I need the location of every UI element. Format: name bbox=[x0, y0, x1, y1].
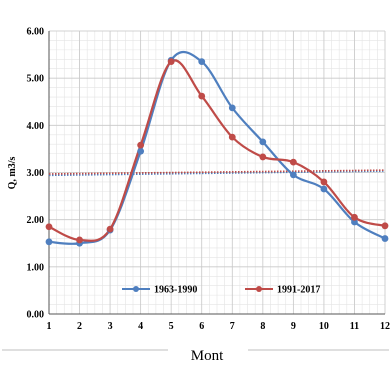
y-tick-labels: 0.00 1.00 2.00 3.00 4.00 5.00 6.00 bbox=[27, 27, 45, 321]
data-point-1963-1990-10 bbox=[320, 185, 328, 193]
x-tick-label: 7 bbox=[230, 321, 235, 332]
legend: 1963-1990 1991-2017 bbox=[122, 285, 320, 296]
legend-marker-1963-1990 bbox=[133, 286, 139, 292]
y-tick-label: 5.00 bbox=[27, 74, 45, 85]
data-point-1963-1990-1 bbox=[45, 238, 53, 246]
data-point-1963-1990-11 bbox=[351, 218, 358, 226]
trend-line-1991-2017 bbox=[48, 169, 386, 175]
data-point-1963-1990-4 bbox=[137, 147, 145, 155]
data-point-1963-1990-7 bbox=[228, 104, 236, 112]
data-point-1991-2017-6 bbox=[198, 92, 206, 100]
x-tick-label: 10 bbox=[319, 321, 329, 332]
data-point-1991-2017-5 bbox=[167, 58, 175, 66]
data-point-1991-2017-8 bbox=[259, 153, 267, 161]
y-tick-label: 6.00 bbox=[27, 27, 45, 38]
y-tick-label: 3.00 bbox=[27, 168, 45, 179]
legend-label-1991-2017: 1991-2017 bbox=[277, 285, 320, 296]
data-point-1963-1990-8 bbox=[259, 138, 267, 146]
y-tick-label: 2.00 bbox=[27, 215, 45, 226]
x-tick-label: 3 bbox=[108, 321, 113, 332]
trend-line-1963-1990 bbox=[48, 170, 386, 177]
data-point-1963-1990-9 bbox=[289, 171, 297, 179]
trend-lines bbox=[48, 169, 386, 177]
legend-marker-1991-2017 bbox=[256, 286, 262, 292]
data-point-1991-2017-1 bbox=[45, 223, 53, 231]
data-point-1991-2017-4 bbox=[137, 141, 145, 149]
x-tick-label: 6 bbox=[199, 321, 204, 332]
y-tick-label: 1.00 bbox=[27, 262, 45, 273]
data-point-1963-1990-6 bbox=[198, 58, 206, 66]
x-tick-label: 1 bbox=[47, 321, 52, 332]
data-point-1991-2017-2 bbox=[76, 236, 83, 244]
x-tick-label: 2 bbox=[77, 321, 82, 332]
x-tick-labels: 1 2 3 4 5 6 7 8 9 10 11 12 bbox=[47, 321, 391, 332]
x-tick-label: 8 bbox=[260, 321, 265, 332]
y-tick-label: 4.00 bbox=[27, 121, 45, 132]
data-point-1991-2017-3 bbox=[106, 225, 114, 233]
data-point-1991-2017-11 bbox=[351, 213, 358, 221]
data-point-1991-2017-10 bbox=[320, 178, 328, 186]
legend-label-1963-1990: 1963-1990 bbox=[154, 285, 197, 296]
x-tick-label: 12 bbox=[380, 321, 390, 332]
axes bbox=[48, 31, 385, 315]
x-tick-label: 11 bbox=[350, 321, 359, 332]
y-axis-label: Q, m3/s bbox=[7, 157, 18, 190]
x-tick-label: 5 bbox=[169, 321, 174, 332]
x-axis-label: Mont bbox=[191, 348, 224, 364]
y-tick-label: 0.00 bbox=[27, 310, 45, 321]
series-points bbox=[45, 56, 389, 247]
x-tick-label: 9 bbox=[291, 321, 296, 332]
data-point-1963-1990-12 bbox=[381, 235, 389, 242]
data-point-1991-2017-7 bbox=[228, 133, 236, 141]
data-point-1991-2017-12 bbox=[381, 222, 389, 230]
x-tick-label: 4 bbox=[138, 321, 143, 332]
data-point-1991-2017-9 bbox=[289, 158, 297, 166]
